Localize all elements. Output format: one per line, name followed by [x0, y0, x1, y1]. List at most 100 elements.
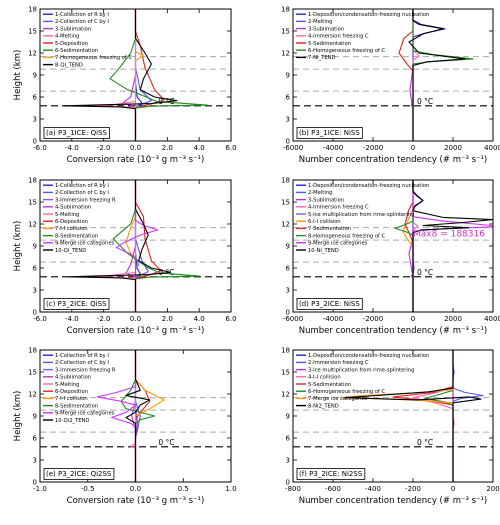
x-tick-label: 6.0 — [225, 315, 236, 323]
x-tick-label: 4.0 — [194, 144, 205, 152]
panel-f: 0 °C 0 3 6 9 12 15 18 -800 -600 -400 -200 0 200 Number… — [281, 347, 500, 507]
panel-label: (b) P3_1ICE: NiSS — [299, 129, 360, 137]
legend-entry: 5-Melting — [55, 382, 79, 388]
y-tick-label: 15 — [28, 28, 37, 36]
y-tick-label: 18 — [281, 6, 290, 14]
panel-label: (f) P3_2ICE: Ni2SS — [299, 470, 363, 478]
x-tick-label: 6.0 — [225, 144, 236, 152]
y-tick-label: 12 — [281, 50, 290, 58]
y-axis-label: Height (km) — [13, 50, 23, 101]
series-line-8 — [394, 180, 414, 312]
zero-celsius-label: 0 °C — [417, 268, 433, 277]
x-tick-label: -4.0 — [65, 144, 79, 152]
panel-label-box — [43, 298, 110, 310]
x-tick-label: -0.5 — [81, 485, 95, 493]
y-tick-label: 18 — [28, 6, 37, 14]
x-tick-label: -2000 — [363, 315, 383, 323]
y-tick-label: 18 — [28, 177, 37, 185]
legend-entry: 2-Collection of C by I — [55, 190, 109, 196]
y-tick-label: 3 — [33, 457, 37, 465]
series-line-2 — [452, 350, 484, 482]
legend-entry: 2-Collection of C by I — [55, 19, 109, 25]
legend-entry: 3-Immersion freezing R — [55, 367, 116, 373]
x-tick-label: 1.0 — [225, 485, 236, 493]
series-line-5 — [398, 9, 414, 141]
x-tick-label: -800 — [285, 485, 301, 493]
y-tick-label: 15 — [281, 28, 290, 36]
panel-d: 0 °C 0 3 6 9 12 15 18 -6000 -4000 -2000 0 2000 4000 Nu… — [281, 177, 500, 337]
legend-entry: 2-Immersion freezing C — [308, 360, 369, 366]
series-line-10 — [125, 350, 151, 482]
series-line-10 — [68, 180, 172, 312]
y-tick-label: 6 — [33, 265, 38, 273]
panel-label: (c) P3_2ICE: QiSS — [46, 300, 107, 308]
legend-entry: 3-Immersion freezing R — [55, 197, 116, 203]
x-tick-label: 2.0 — [162, 315, 173, 323]
legend-entry: 7-Merge ice categories — [308, 396, 368, 402]
legend-entry: 6-Sedimentation — [55, 48, 98, 54]
y-tick-label: 9 — [33, 413, 37, 421]
x-tick-label: 4000 — [484, 315, 500, 323]
x-tick-label: -6.0 — [33, 315, 47, 323]
x-tick-label: 0 — [411, 315, 415, 323]
zero-celsius-label: 0 °C — [158, 438, 174, 447]
legend-entry: 4-Immersion freezing C — [308, 205, 369, 211]
series-line-4 — [412, 180, 419, 312]
series-line-1 — [134, 9, 143, 141]
y-axis-label: Height (km) — [13, 391, 23, 442]
legend-entry: 2-Melting — [308, 190, 332, 196]
x-tick-label: 0.0 — [130, 144, 141, 152]
x-tick-label: -6.0 — [33, 144, 47, 152]
x-tick-label: -400 — [365, 485, 381, 493]
y-tick-label: 3 — [286, 287, 290, 295]
legend-entry: 6-Homogeneous freezing of C — [308, 48, 386, 54]
x-axis-label: Number concentration tendency (# m⁻³ s⁻¹… — [299, 155, 487, 165]
y-tick-label: 9 — [286, 413, 290, 421]
x-tick-label: -2.0 — [97, 315, 111, 323]
legend-entry: 8-NI2_TEND — [308, 403, 339, 409]
y-tick-label: 9 — [33, 243, 37, 251]
zero-celsius-label: 0 °C — [158, 97, 174, 106]
y-tick-label: 15 — [281, 199, 290, 207]
series-line-8 — [344, 350, 482, 482]
panel-label: (e) P3_2ICE: Qi2SS — [46, 470, 112, 478]
y-tick-label: 6 — [286, 94, 291, 102]
y-tick-label: 18 — [281, 177, 290, 185]
x-tick-label: 2.0 — [162, 144, 173, 152]
series-line-10 — [412, 180, 494, 312]
panel-label-box — [43, 127, 110, 139]
x-tick-label: 0 — [411, 144, 415, 152]
zero-celsius-label: 0 °C — [417, 97, 433, 106]
legend-entry: 6-Deposition — [55, 219, 88, 225]
x-tick-label: -4000 — [323, 315, 343, 323]
series-line-2 — [134, 180, 149, 312]
y-tick-label: 0 — [33, 479, 37, 487]
y-tick-label: 15 — [28, 199, 37, 207]
legend-entry: 2-Collection of C by I — [55, 360, 109, 366]
y-tick-label: 0 — [286, 479, 290, 487]
x-tick-label: 4.0 — [194, 315, 205, 323]
y-tick-label: 3 — [33, 287, 37, 295]
legend-entry: 3-Sublimation — [308, 26, 344, 32]
legend-entry: 3-Sublimation — [308, 197, 344, 203]
legend-entry: 9-Merge ice categories — [55, 241, 115, 247]
x-axis-label: Conversion rate (10⁻³ g m⁻³ s⁻¹) — [67, 496, 205, 506]
y-tick-label: 12 — [281, 391, 290, 399]
series-line-8 — [63, 9, 178, 141]
series-line-7 — [408, 9, 466, 141]
x-tick-label: -4.0 — [65, 315, 79, 323]
x-tick-label: -600 — [325, 485, 341, 493]
legend-entry: 4-Melting — [55, 34, 79, 40]
y-tick-label: 0 — [33, 138, 37, 146]
x-tick-label: 0.0 — [130, 485, 141, 493]
y-tick-label: 3 — [33, 116, 37, 124]
y-tick-label: 6 — [33, 94, 38, 102]
legend-entry: 7-NI_TEND — [308, 55, 336, 61]
legend-entry: 1-Deposition/condensation-freezing nucle… — [308, 183, 429, 189]
legend-entry: 10-NI_TEND — [308, 248, 339, 254]
y-tick-label: 0 — [286, 138, 290, 146]
series-line-6 — [109, 9, 208, 141]
x-tick-label: 0 — [451, 485, 455, 493]
legend-entry: 8-QI_TEND — [55, 62, 83, 68]
